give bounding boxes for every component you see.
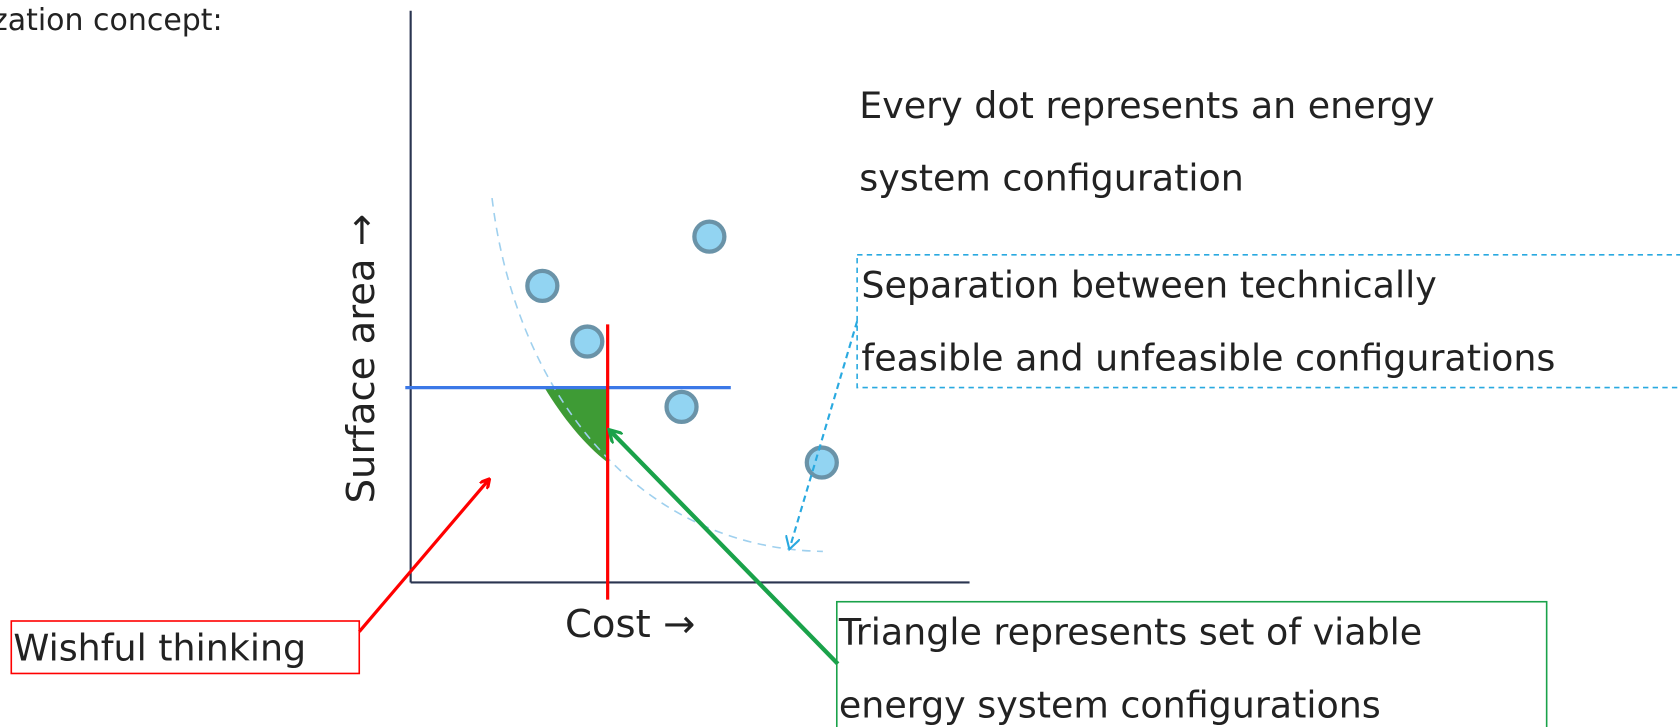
triangle-arrow xyxy=(610,430,840,666)
separation-arrow xyxy=(790,320,859,548)
dot xyxy=(804,445,839,480)
note-triangle-1: Triangle represents set of viable xyxy=(838,611,1422,654)
triangle-box xyxy=(835,600,1548,727)
feasibility-curve xyxy=(491,197,823,553)
wishful-arrow xyxy=(358,480,489,633)
dot xyxy=(570,324,605,359)
viable-triangle xyxy=(544,387,608,463)
note-dots-1: Every dot represents an energy xyxy=(859,84,1434,127)
dot xyxy=(692,219,727,254)
x-axis-label: Cost → xyxy=(565,602,695,647)
note-triangle-2: energy system configurations xyxy=(839,683,1381,726)
note-separation-2: feasible and unfeasible configurations xyxy=(861,336,1555,379)
note-separation-1: Separation between technically xyxy=(861,264,1436,307)
note-wishful: Wishful thinking xyxy=(13,627,306,670)
wishful-box xyxy=(10,620,361,675)
dots xyxy=(525,219,839,480)
y-axis-label: Surface area → xyxy=(339,214,384,504)
note-dots-2: system configuration xyxy=(859,157,1244,200)
dot xyxy=(664,389,699,424)
dot xyxy=(525,268,560,304)
title: zation concept: xyxy=(0,3,223,38)
